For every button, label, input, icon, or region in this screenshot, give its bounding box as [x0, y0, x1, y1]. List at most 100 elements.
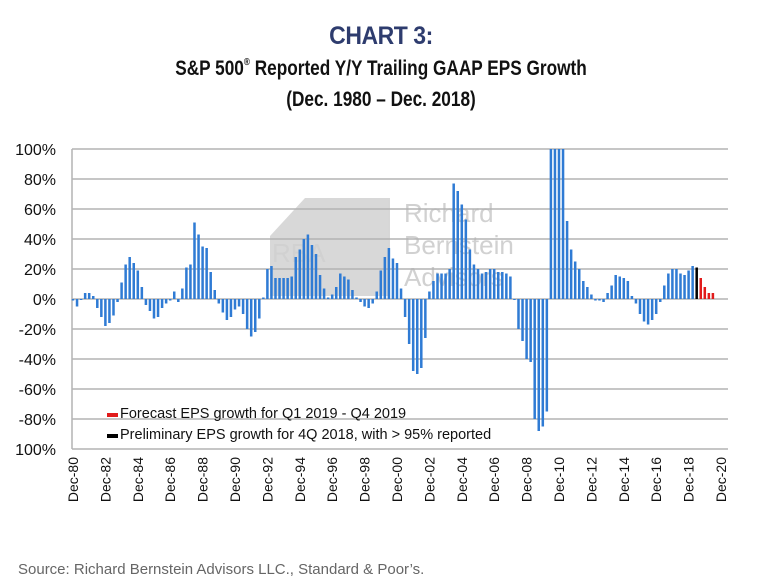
bar-history [322, 288, 326, 299]
bar-history [112, 299, 115, 316]
x-tick-label: Dec-84 [130, 457, 146, 502]
bar-history [339, 273, 342, 299]
bar-history [156, 299, 160, 317]
bar-history [395, 263, 399, 299]
bar-history [104, 299, 107, 326]
x-tick-label: Dec-00 [389, 457, 405, 502]
x-tick-label: Dec-04 [454, 457, 470, 502]
bar-history [529, 299, 532, 362]
bar-history [148, 299, 152, 311]
bar-history [452, 183, 455, 299]
bar-history [367, 299, 370, 308]
registered-mark: ® [243, 57, 250, 68]
bar-history [411, 299, 415, 371]
bar-forecast [707, 293, 711, 299]
bar-history [598, 299, 601, 301]
bar-history [249, 299, 253, 337]
bar-history [399, 288, 403, 299]
bar-history [266, 269, 269, 299]
bar-history [492, 269, 496, 299]
bar-history [654, 299, 658, 314]
bar-history [456, 191, 459, 299]
bar-history [472, 264, 476, 299]
bar-history [75, 299, 79, 307]
bar-history [420, 299, 423, 368]
bar-history [675, 269, 678, 299]
y-tick-label: -80% [19, 412, 56, 429]
bar-history [537, 299, 540, 431]
source-note: Source: Richard Bernstein Advisors LLC.,… [18, 561, 425, 578]
bar-history [525, 299, 528, 359]
y-tick-label: 0% [33, 292, 56, 309]
x-tick-label: Dec-20 [713, 457, 729, 502]
x-tick-label: Dec-98 [357, 457, 373, 502]
bar-history [205, 248, 208, 299]
bar-history [614, 275, 617, 299]
bar-history [557, 149, 561, 299]
bar-history [318, 275, 322, 299]
y-tick-label: -60% [19, 382, 56, 399]
x-tick-label: Dec-16 [648, 457, 664, 502]
bar-history [217, 299, 221, 304]
bar-history [517, 299, 520, 329]
bar-history [630, 296, 634, 299]
bar-history [233, 299, 237, 310]
bar-history [108, 299, 111, 323]
bar-history [363, 299, 366, 307]
bar-history [606, 293, 609, 299]
y-tick-label: 40% [24, 232, 56, 249]
bar-history [310, 245, 314, 299]
bar-history [262, 297, 265, 299]
chart-label: CHART 3: [329, 22, 433, 50]
bar-history [330, 294, 334, 299]
bar-history [444, 273, 447, 299]
x-tick-label: Dec-06 [486, 457, 502, 502]
bar-history [197, 234, 200, 299]
bar-history [241, 299, 245, 314]
bar-history [229, 299, 233, 317]
bar-history [100, 299, 103, 317]
bar-forecast [699, 278, 702, 299]
bar-history [484, 272, 488, 299]
y-tick-label: 80% [24, 172, 56, 189]
bar-history [274, 278, 277, 299]
bar-history [671, 269, 674, 299]
bar-history [626, 281, 630, 299]
bar-history [622, 278, 626, 299]
bar-history [683, 275, 686, 299]
bar-history [343, 276, 346, 299]
x-tick-label: Dec-08 [519, 457, 535, 502]
bar-history [245, 299, 249, 329]
x-tick-label: Dec-88 [195, 457, 211, 502]
x-tick-label: Dec-80 [65, 457, 81, 502]
bar-history [561, 149, 565, 299]
bar-history [582, 281, 585, 299]
bar-history [448, 269, 451, 299]
bar-forecast [711, 293, 715, 299]
bar-history [375, 291, 378, 299]
bar-history [128, 257, 131, 299]
chart-subtitle: (Dec. 1980 – Dec. 2018) [286, 88, 476, 111]
legend: Forecast EPS growth for Q1 2019 - Q4 201… [107, 406, 491, 443]
bar-history [87, 293, 91, 299]
bar-history [602, 299, 605, 302]
bar-history [140, 287, 144, 299]
bar-history [189, 264, 192, 299]
bar-history [383, 257, 387, 299]
x-tick-label: Dec-94 [292, 457, 308, 502]
bar-history [160, 299, 164, 308]
bars [71, 149, 715, 431]
bar-history [436, 273, 439, 299]
bar-history [132, 263, 135, 299]
x-tick-label: Dec-86 [162, 457, 178, 502]
bar-history [351, 290, 354, 299]
bar-history [634, 299, 638, 304]
bar-history [181, 288, 184, 299]
bar-history [577, 269, 581, 299]
chart-title-rest: Reported Y/Y Trailing GAAP EPS Growth [249, 57, 587, 80]
bar-history [391, 258, 395, 299]
chart-title-main: S&P 500 [175, 57, 244, 80]
bar-preliminary [695, 267, 698, 299]
bar-history [225, 299, 229, 320]
